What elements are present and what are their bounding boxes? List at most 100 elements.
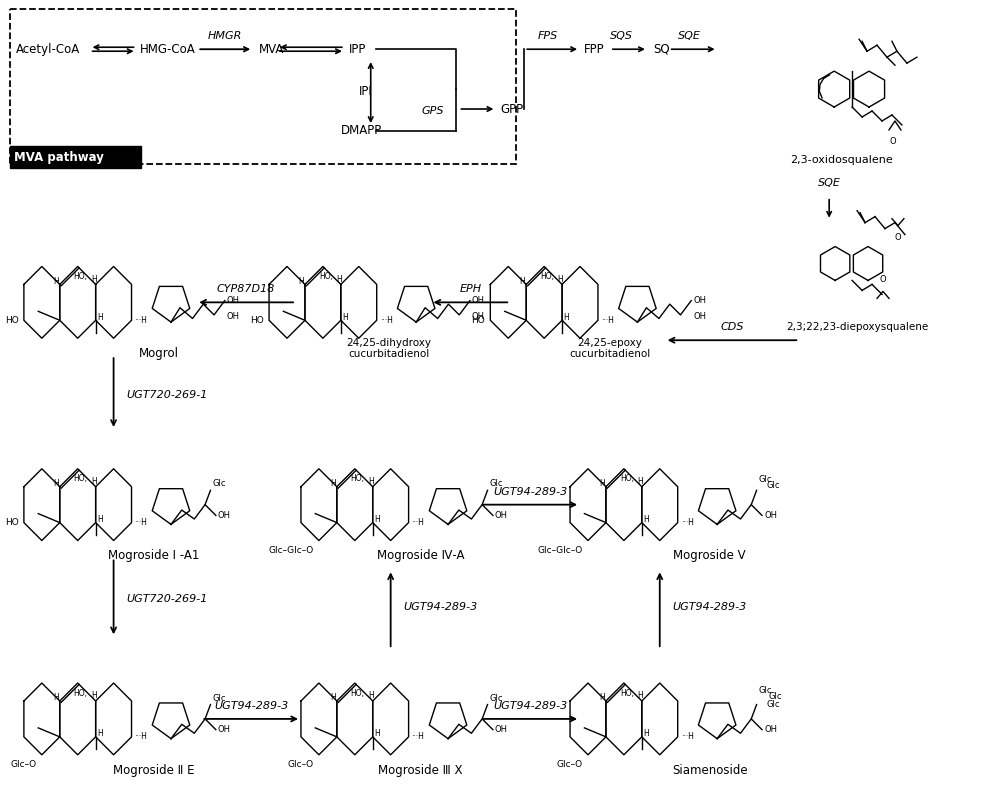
Text: H: H (637, 692, 643, 701)
Text: HMGR: HMGR (208, 32, 242, 41)
Text: 24,25-dihydroxy
cucurbitadienol: 24,25-dihydroxy cucurbitadienol (346, 337, 431, 359)
Text: H: H (643, 730, 649, 739)
Text: H: H (53, 277, 59, 286)
Text: ···H: ···H (412, 732, 424, 741)
Text: CDS: CDS (720, 322, 744, 332)
Text: IPP: IPP (349, 43, 366, 56)
Bar (10, 146, 141, 167)
Text: ···H: ···H (681, 518, 694, 527)
Text: H: H (336, 275, 342, 284)
Text: DMAPP: DMAPP (341, 125, 382, 138)
Text: HMG-CoA: HMG-CoA (140, 43, 195, 56)
Text: HO: HO (5, 316, 19, 324)
Text: FPS: FPS (538, 32, 558, 41)
Text: 2,3-oxidosqualene: 2,3-oxidosqualene (790, 155, 893, 165)
Text: H: H (53, 479, 59, 488)
Text: Glc–O: Glc–O (288, 760, 314, 769)
Text: OH: OH (472, 312, 485, 321)
Text: ···H: ···H (412, 518, 424, 527)
Text: Glc: Glc (767, 481, 780, 490)
Text: Mogroside Ⅳ-A: Mogroside Ⅳ-A (377, 549, 464, 562)
Text: OH: OH (227, 312, 240, 321)
Text: H: H (91, 692, 97, 701)
Text: H: H (298, 277, 304, 286)
Text: CYP87D18: CYP87D18 (217, 285, 275, 294)
Text: Glc–O: Glc–O (11, 760, 37, 769)
Text: HO,: HO, (620, 688, 634, 697)
Text: UGT720-269-1: UGT720-269-1 (127, 595, 208, 604)
Text: Glc: Glc (212, 693, 226, 702)
Text: UGT94-289-3: UGT94-289-3 (673, 603, 747, 612)
Text: Glc: Glc (769, 692, 782, 701)
Text: HO,: HO, (620, 474, 634, 483)
Text: O: O (890, 137, 896, 146)
Text: H: H (563, 313, 569, 322)
Text: UGT94-289-3: UGT94-289-3 (493, 701, 567, 711)
Text: UGT94-289-3: UGT94-289-3 (493, 487, 567, 497)
Text: OH: OH (693, 296, 706, 305)
Text: OH: OH (218, 511, 231, 520)
Text: Glc: Glc (490, 693, 503, 702)
Text: H: H (599, 479, 605, 488)
Text: ···H: ···H (601, 316, 614, 324)
Text: H: H (599, 693, 605, 702)
Text: H: H (557, 275, 563, 284)
Text: H: H (91, 275, 97, 284)
Text: H: H (374, 730, 380, 739)
Text: Glc: Glc (490, 479, 503, 489)
Text: O: O (880, 275, 886, 285)
Text: 24,25-epoxy
cucurbitadienol: 24,25-epoxy cucurbitadienol (569, 337, 651, 359)
Text: OH: OH (218, 725, 231, 735)
Text: Acetyl-CoA: Acetyl-CoA (16, 43, 80, 56)
Text: Glc–Glc–O: Glc–Glc–O (538, 545, 583, 554)
Text: Glc–O: Glc–O (557, 760, 583, 769)
Text: OH: OH (495, 511, 508, 520)
Text: Mogroside V: Mogroside V (673, 549, 746, 562)
Text: Glc–Glc–O: Glc–Glc–O (269, 545, 314, 554)
Text: OH: OH (472, 296, 485, 305)
Text: H: H (342, 313, 348, 322)
Text: UGT94-289-3: UGT94-289-3 (214, 701, 288, 711)
Text: Siamenoside: Siamenoside (672, 764, 747, 777)
Text: ···H: ···H (380, 316, 393, 324)
Text: EPH: EPH (459, 285, 481, 294)
Text: Glc: Glc (759, 476, 772, 485)
Text: SQ: SQ (653, 43, 669, 56)
Text: IPI: IPI (359, 85, 373, 98)
Text: HO,: HO, (74, 688, 88, 697)
Text: H: H (91, 477, 97, 486)
Text: H: H (637, 477, 643, 486)
Text: H: H (374, 515, 380, 524)
Text: OH: OH (693, 312, 706, 321)
Text: H: H (368, 477, 374, 486)
Text: HO,: HO, (351, 688, 365, 697)
Text: OH: OH (764, 725, 777, 735)
Text: HO,: HO, (74, 272, 88, 281)
Text: Glc: Glc (767, 700, 780, 709)
Text: H: H (97, 313, 103, 322)
Text: ···H: ···H (135, 518, 147, 527)
Text: SQE: SQE (818, 178, 841, 188)
Text: HO,: HO, (74, 474, 88, 483)
Text: HO: HO (250, 316, 264, 324)
Text: H: H (97, 515, 103, 524)
Text: ···H: ···H (681, 732, 694, 741)
Text: OH: OH (764, 511, 777, 520)
Text: HO: HO (472, 316, 485, 324)
Text: HO,: HO, (319, 272, 333, 281)
Text: ···H: ···H (135, 732, 147, 741)
Text: HO: HO (5, 518, 19, 527)
Text: SQS: SQS (610, 32, 633, 41)
Text: H: H (368, 692, 374, 701)
Text: GPP: GPP (500, 103, 523, 116)
Text: H: H (643, 515, 649, 524)
Text: HO,: HO, (540, 272, 554, 281)
Text: H: H (519, 277, 525, 286)
Text: OH: OH (495, 725, 508, 735)
Text: O: O (895, 233, 901, 242)
Text: Glc: Glc (759, 685, 772, 695)
Text: Glc: Glc (212, 479, 226, 489)
Text: MVA: MVA (259, 43, 284, 56)
Text: H: H (53, 693, 59, 702)
Text: OH: OH (227, 296, 240, 305)
